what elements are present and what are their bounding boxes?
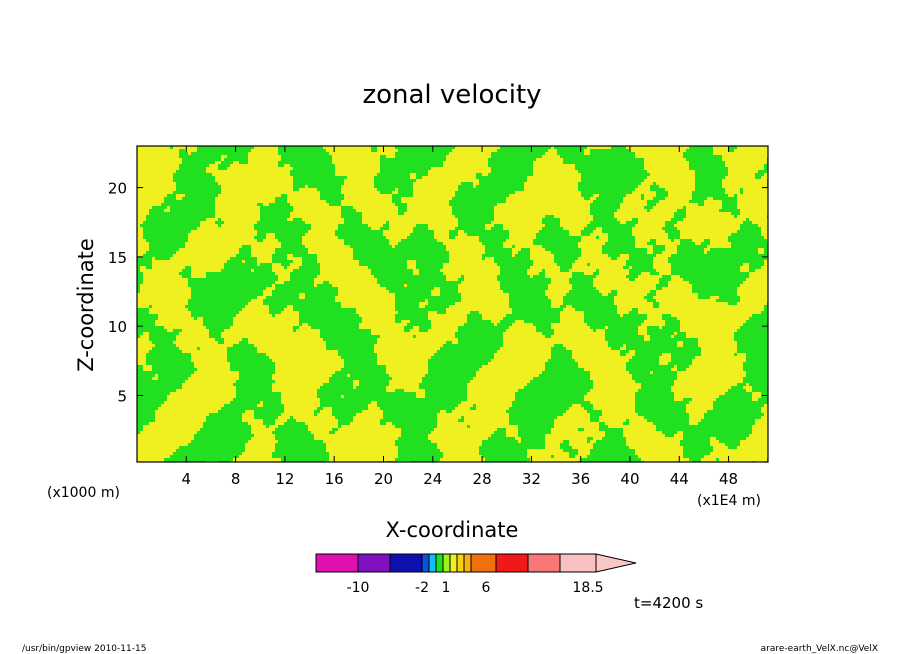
x-tick-label: 28 [473,470,492,488]
colorbar-label: -10 [347,580,370,596]
colorbar-arrow [595,553,637,573]
colorbar-label: -2 [415,580,429,596]
colorbar-bin [442,553,451,573]
plot-frame [136,145,769,463]
colorbar-bin [428,553,437,573]
colorbar-bin [559,553,597,573]
y-tick-label: 20 [108,180,127,198]
velocity-field [137,146,768,462]
colorbar-bin [456,553,465,573]
y-tick-label: 15 [108,249,127,267]
colorbar-labels: -10 -2 1 6 18.5 [347,580,604,596]
colorbar-label: 6 [482,580,491,596]
colorbar-bin [495,553,529,573]
x-tick-label: 24 [423,470,442,488]
colorbar-bin [527,553,561,573]
colorbar-bin [463,553,472,573]
colorbar-bin [421,553,430,573]
x-axis-ticks: 4 8 12 16 20 24 28 32 36 40 44 48 [182,146,738,488]
x-tick-label: 12 [275,470,294,488]
colorbar-label: 18.5 [572,580,603,596]
y-axis-ticks: 5 10 15 20 [108,180,768,405]
x-tick-label: 40 [620,470,639,488]
colorbar-bin [449,553,458,573]
negative-velocity-region [137,146,768,462]
colorbar [315,553,637,573]
y-axis-label: Z-coordinate [74,238,98,372]
time-label: t=4200 s [634,594,703,612]
footer-right: arare-earth_VelX.nc@VelX [761,644,878,654]
x-tick-label: 32 [522,470,541,488]
x-tick-label: 20 [374,470,393,488]
y-tick-label: 10 [108,318,127,336]
x-tick-label: 16 [325,470,344,488]
x-tick-label: 44 [670,470,689,488]
x-unit-label: (x1E4 m) [697,493,761,509]
x-axis-label: X-coordinate [386,518,519,542]
x-tick-label: 8 [231,470,241,488]
x-tick-label: 48 [719,470,738,488]
x-tick-label: 4 [182,470,192,488]
chart-title: zonal velocity [362,80,541,110]
colorbar-bin [470,553,497,573]
x-tick-label: 36 [571,470,590,488]
colorbar-bin [357,553,391,573]
y-unit-label: (x1000 m) [47,485,120,501]
colorbar-bin [389,553,423,573]
footer-left: /usr/bin/gpview 2010-11-15 [22,644,146,654]
colorbar-label: 1 [442,580,451,596]
colorbar-bin [435,553,444,573]
colorbar-bin [315,553,359,573]
y-tick-label: 5 [117,387,127,405]
